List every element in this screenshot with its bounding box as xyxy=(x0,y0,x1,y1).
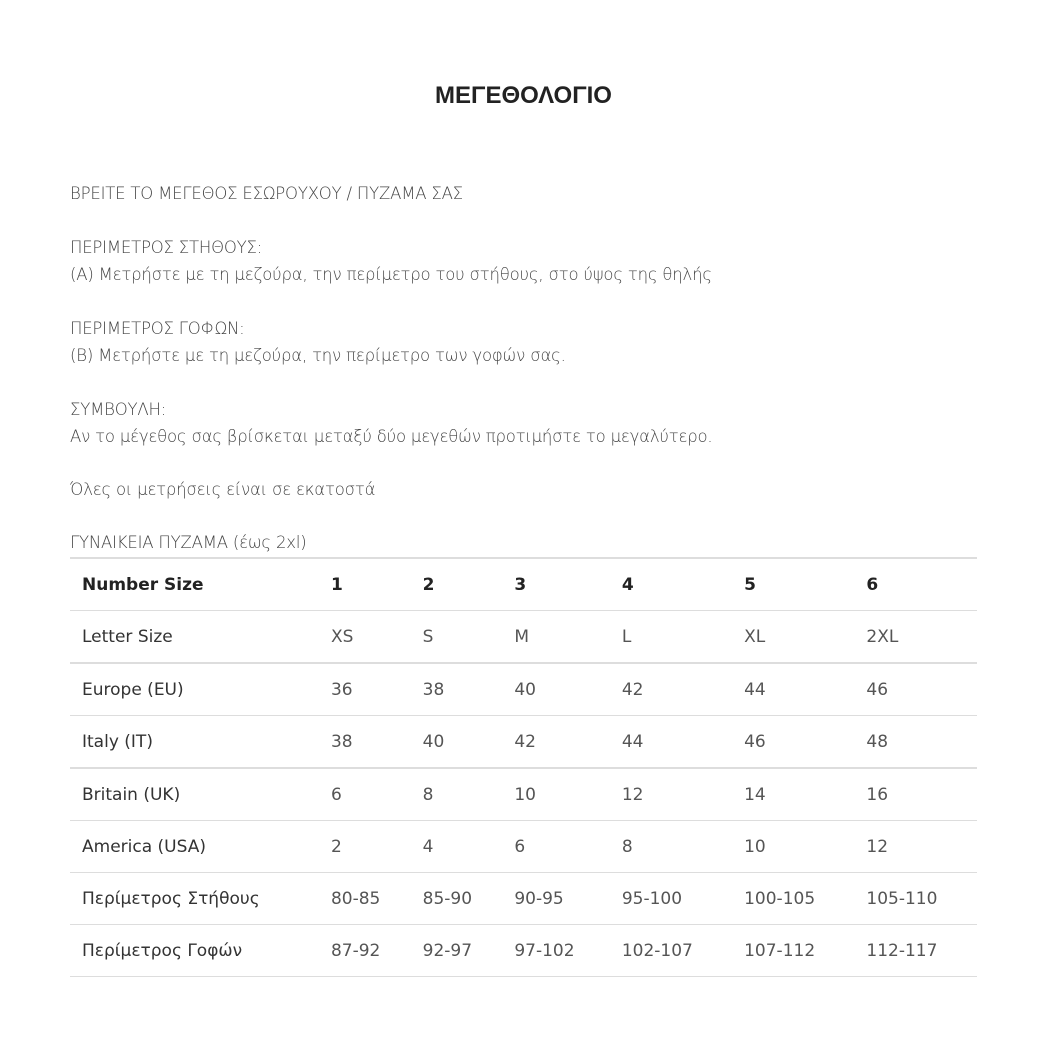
table-cell: 48 xyxy=(866,715,977,769)
table-cell: 44 xyxy=(744,663,867,716)
table-cell: XL xyxy=(744,610,867,664)
hips-heading: ΠΕΡΙΜΕΤΡΟΣ ΓΟΦΩΝ: xyxy=(70,319,245,338)
table-cell: 40 xyxy=(422,715,515,769)
table-cell: 2 xyxy=(330,820,423,873)
row-label: Περίμετρος Γοφών xyxy=(70,924,331,977)
table-cell: 36 xyxy=(330,663,423,716)
table-cell: 10 xyxy=(514,768,622,821)
table-row: Italy (IT) 38 40 42 44 46 48 xyxy=(70,715,977,769)
table-cell: 92-97 xyxy=(422,924,515,977)
table-cell: 14 xyxy=(744,768,867,821)
table-cell: 10 xyxy=(744,820,867,873)
table-cell: 6 xyxy=(330,768,423,821)
table-cell: 12 xyxy=(866,820,977,873)
table-cell: S xyxy=(422,610,515,664)
page-title: ΜΕΓΕΘΟΛΟΓΙΟ xyxy=(435,82,612,109)
row-label: Europe (EU) xyxy=(70,663,331,716)
table-row: Britain (UK) 6 8 10 12 14 16 xyxy=(70,768,977,821)
table-cell: 2XL xyxy=(866,610,977,664)
table-cell: 90-95 xyxy=(514,872,622,925)
row-label: America (USA) xyxy=(70,820,331,873)
table-row: Europe (EU) 36 38 40 42 44 46 xyxy=(70,663,977,716)
chest-instructions: (Α) Μετρήστε με τη μεζούρα, την περίμετρ… xyxy=(70,265,712,284)
table-cell: 95-100 xyxy=(621,872,745,925)
table-cell: 8 xyxy=(422,768,515,821)
table-cell: L xyxy=(621,610,745,664)
tip-heading: ΣΥΜΒΟΥΛΗ: xyxy=(70,400,167,419)
hips-instructions: (Β) Μετρήστε με τη μεζούρα, την περίμετρ… xyxy=(70,346,566,365)
table-cell: 8 xyxy=(621,820,745,873)
table-cell: 16 xyxy=(866,768,977,821)
table-cell: 5 xyxy=(744,558,867,611)
row-label: Britain (UK) xyxy=(70,768,331,821)
row-label: Περίμετρος Στήθους xyxy=(70,872,331,925)
table-cell: 6 xyxy=(866,558,977,611)
table-row: Περίμετρος Στήθους 80-85 85-90 90-95 95-100 1… xyxy=(70,872,977,925)
table-cell: 42 xyxy=(621,663,745,716)
table-cell: 107-112 xyxy=(744,924,867,977)
row-label: Number Size xyxy=(70,558,331,611)
table-cell: 4 xyxy=(621,558,745,611)
row-label: Italy (IT) xyxy=(70,715,331,769)
table-cell: 87-92 xyxy=(330,924,423,977)
table-cell: 44 xyxy=(621,715,745,769)
table-cell: 46 xyxy=(744,715,867,769)
table-cell: 105-110 xyxy=(866,872,977,925)
table-cell: 112-117 xyxy=(866,924,977,977)
table-row: America (USA) 2 4 6 8 10 12 xyxy=(70,820,977,873)
table-cell: M xyxy=(514,610,622,664)
table-cell: 4 xyxy=(422,820,515,873)
tip-text: Αν το μέγεθος σας βρίσκεται μεταξύ δύο μ… xyxy=(70,427,713,446)
units-note: Όλες οι μετρήσεις είναι σε εκατοστά xyxy=(70,480,376,499)
table-cell: 80-85 xyxy=(330,872,423,925)
row-label: Letter Size xyxy=(70,610,331,664)
table-cell: 6 xyxy=(514,820,622,873)
table-cell: 46 xyxy=(866,663,977,716)
table-cell: 42 xyxy=(514,715,622,769)
table-cell: 12 xyxy=(621,768,745,821)
table-cell: XS xyxy=(330,610,423,664)
intro-heading: ΒΡΕΙΤΕ ΤΟ ΜΕΓΕΘΟΣ ΕΣΩΡΟΥΧΟΥ / ΠΥΖΑΜΑ ΣΑΣ xyxy=(70,184,463,203)
table-cell: 38 xyxy=(330,715,423,769)
table-caption: ΓΥΝΑΙΚΕΙΑ ΠΥΖΑΜΑ (έως 2xl) xyxy=(70,533,307,552)
chest-heading: ΠΕΡΙΜΕΤΡΟΣ ΣΤΗΘΟΥΣ: xyxy=(70,238,263,257)
table-cell: 40 xyxy=(514,663,622,716)
table-cell: 100-105 xyxy=(744,872,867,925)
table-cell: 3 xyxy=(514,558,622,611)
table-cell: 38 xyxy=(422,663,515,716)
table-row: Number Size 1 2 3 4 5 6 xyxy=(70,558,977,611)
table-cell: 1 xyxy=(330,558,423,611)
table-row: Περίμετρος Γοφών 87-92 92-97 97-102 102-107 1… xyxy=(70,924,977,977)
table-row: Letter Size XS S M L XL 2XL xyxy=(70,610,977,664)
table-cell: 2 xyxy=(422,558,515,611)
size-chart-table: Number Size 1 2 3 4 5 6 Letter Size XS S M L XL 2XL Eu… xyxy=(70,557,977,977)
table-cell: 85-90 xyxy=(422,872,515,925)
table-cell: 102-107 xyxy=(621,924,745,977)
table-cell: 97-102 xyxy=(514,924,622,977)
